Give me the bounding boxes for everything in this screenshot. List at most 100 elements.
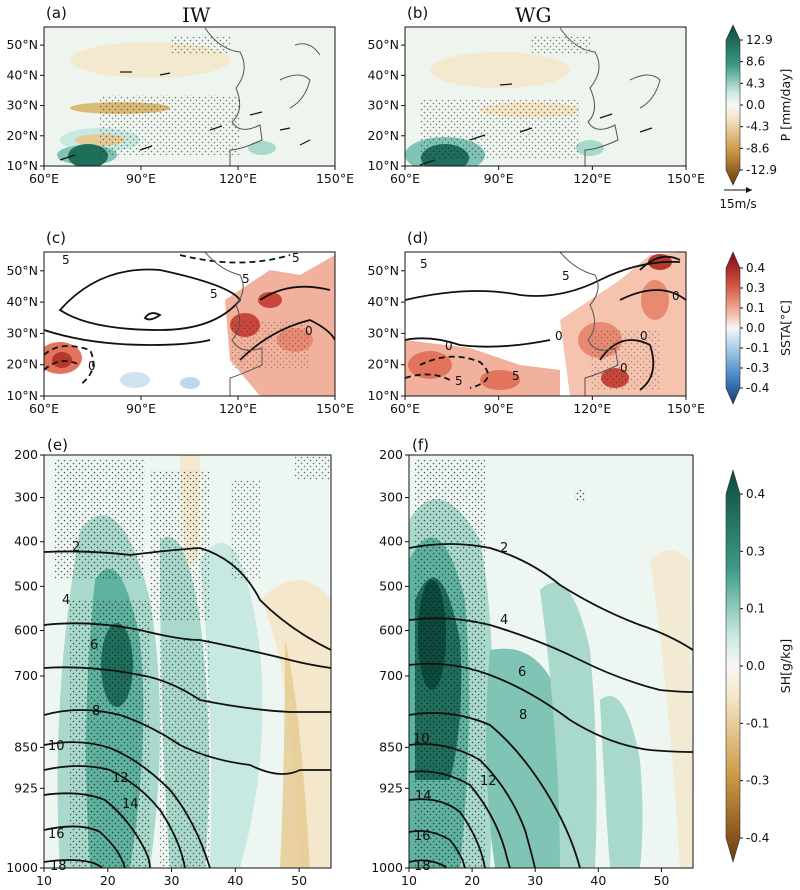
contour-label: 14 bbox=[415, 789, 432, 804]
panel-d-contours bbox=[405, 255, 686, 391]
x-tick-label: 20 bbox=[100, 873, 116, 888]
x-tick-label: 120°E bbox=[219, 401, 257, 416]
y-tick-label: 600 bbox=[379, 623, 403, 638]
y-tick-label: 200 bbox=[379, 447, 403, 462]
panel-b-y-ticks: 10°N 20°N 30°N 40°N 50°N bbox=[367, 37, 405, 173]
panel-f-x-ticks: 10 20 30 40 50 bbox=[401, 868, 669, 888]
y-tick-label: 500 bbox=[379, 578, 403, 593]
panel-d-x-ticks: 60°E 90°E 120°E 150°E bbox=[390, 396, 705, 416]
contour-label: 18 bbox=[50, 859, 67, 874]
y-tick-label: 850 bbox=[14, 739, 38, 754]
panel-a: (a) IW 10°N 20°N 30°N 40°N 50°N 60°E 90°E 120°… bbox=[6, 3, 354, 186]
vector-key-label: 15m/s bbox=[719, 197, 756, 211]
panel-e-y-ticks: 200 300 400 500 600 700 850 925 1000 bbox=[6, 447, 44, 875]
x-tick-label: 60°E bbox=[29, 171, 59, 186]
contour-label: 0 bbox=[620, 361, 628, 375]
x-tick-label: 60°E bbox=[29, 401, 59, 416]
panel-a-wind-vectors bbox=[59, 71, 311, 161]
contour-label: 10 bbox=[413, 732, 430, 747]
panel-e-contour-labels: 2 4 6 8 10 12 14 16 18 bbox=[48, 540, 139, 874]
x-tick-label: 90°E bbox=[484, 171, 514, 186]
panel-c-frame bbox=[43, 251, 336, 397]
colorbar-tick-label: 4.3 bbox=[746, 76, 765, 90]
colorbar-sh-bar bbox=[725, 468, 741, 864]
vector-key-arrow bbox=[724, 187, 752, 193]
contour-label: 14 bbox=[122, 797, 139, 812]
contour-label: 6 bbox=[518, 665, 526, 680]
x-tick-label: 60°E bbox=[390, 171, 420, 186]
panel-c-label: (c) bbox=[46, 229, 66, 247]
colorbar-tick-label: 12.9 bbox=[746, 33, 773, 47]
contour-label: 12 bbox=[112, 771, 129, 786]
contour-label: 0 bbox=[88, 359, 96, 373]
panel-b-label: (b) bbox=[407, 4, 428, 22]
colorbar-tick-label: -12.9 bbox=[746, 163, 777, 177]
contour-label: 0 bbox=[305, 324, 313, 338]
panel-c-y-ticks: 10°N 20°N 30°N 40°N 50°N bbox=[6, 263, 44, 403]
colorbar-tick-label: 0.4 bbox=[746, 487, 765, 501]
x-tick-label: 10 bbox=[401, 873, 417, 888]
contour-label: 18 bbox=[414, 859, 431, 874]
colorbar-precip-label: P [mm/day] bbox=[778, 69, 793, 142]
colorbar-tick-label: 0.0 bbox=[746, 659, 765, 673]
colorbar-tick-label: 8.6 bbox=[746, 55, 765, 69]
y-tick-label: 10°N bbox=[6, 158, 38, 173]
x-tick-label: 40 bbox=[227, 873, 243, 888]
x-tick-label: 120°E bbox=[573, 401, 611, 416]
colorbar-tick-label: -0.1 bbox=[746, 716, 769, 730]
x-tick-label: 30 bbox=[164, 873, 180, 888]
y-tick-label: 30°N bbox=[6, 98, 38, 113]
contour-label: 5 bbox=[455, 374, 463, 388]
contour-label: 5 bbox=[292, 251, 300, 265]
colorbar-tick-label: -8.6 bbox=[746, 141, 769, 155]
colorbar-precip-ticks: 12.9 8.6 4.3 0.0 -4.3 -8.6 -12.9 bbox=[740, 33, 777, 177]
colorbar-sh-ticks: 0.4 0.3 0.1 0.0 -0.1 -0.3 -0.4 bbox=[740, 487, 769, 845]
y-tick-label: 20°N bbox=[367, 128, 399, 143]
contour-label: 8 bbox=[519, 708, 527, 723]
colorbar-precip: 12.9 8.6 4.3 0.0 -4.3 -8.6 -12.9 P [mm/day] 15… bbox=[719, 24, 793, 211]
y-tick-label: 30°N bbox=[367, 98, 399, 113]
contour-label: 5 bbox=[242, 272, 250, 286]
panel-a-label: (a) bbox=[46, 4, 67, 22]
contour-label: 16 bbox=[48, 827, 65, 842]
y-tick-label: 1000 bbox=[6, 860, 38, 875]
y-tick-label: 10°N bbox=[6, 388, 38, 403]
x-tick-label: 10 bbox=[36, 873, 52, 888]
panel-f-y-ticks: 200 300 400 500 600 700 850 925 1000 bbox=[371, 447, 409, 875]
colorbar-sh-label: SH[g/kg] bbox=[778, 639, 793, 693]
y-tick-label: 50°N bbox=[6, 37, 38, 52]
x-tick-label: 50 bbox=[291, 873, 307, 888]
y-tick-label: 1000 bbox=[371, 860, 403, 875]
panel-d-label: (d) bbox=[407, 229, 428, 247]
panel-b: (b) WG 10°N 20°N 30°N 40°N 50°N 60°E 90°E 120°… bbox=[367, 3, 705, 186]
panel-a-y-ticks: 10°N 20°N 30°N 40°N 50°N bbox=[6, 37, 44, 173]
contour-label: 5 bbox=[210, 287, 218, 301]
y-tick-label: 700 bbox=[379, 668, 403, 683]
panel-c-contours bbox=[44, 254, 335, 386]
y-tick-label: 40°N bbox=[6, 294, 38, 309]
y-tick-label: 20°N bbox=[6, 128, 38, 143]
y-tick-label: 30°N bbox=[6, 325, 38, 340]
y-tick-label: 20°N bbox=[367, 357, 399, 372]
x-tick-label: 30 bbox=[527, 873, 543, 888]
colorbar-sh: 0.4 0.3 0.1 0.0 -0.1 -0.3 -0.4 SH[g/kg] bbox=[725, 468, 793, 864]
panel-a-frame bbox=[43, 26, 336, 167]
panel-d-frame bbox=[404, 251, 687, 397]
panel-f-frame bbox=[408, 454, 694, 869]
panel-f-contours bbox=[409, 543, 693, 868]
contour-label: 16 bbox=[414, 829, 431, 844]
contour-label: 2 bbox=[72, 540, 80, 555]
y-tick-label: 40°N bbox=[6, 67, 38, 82]
contour-label: 0 bbox=[672, 289, 680, 303]
y-tick-label: 400 bbox=[14, 534, 38, 549]
panel-d-y-ticks: 10°N 20°N 30°N 40°N 50°N bbox=[367, 263, 405, 403]
x-tick-label: 120°E bbox=[573, 171, 611, 186]
contour-label: 5 bbox=[62, 253, 70, 267]
y-tick-label: 500 bbox=[14, 578, 38, 593]
y-tick-label: 50°N bbox=[367, 263, 399, 278]
colorbar-tick-label: -0.4 bbox=[746, 831, 769, 845]
panel-f-contour-labels: 2 4 6 8 10 12 14 16 18 bbox=[413, 541, 527, 874]
